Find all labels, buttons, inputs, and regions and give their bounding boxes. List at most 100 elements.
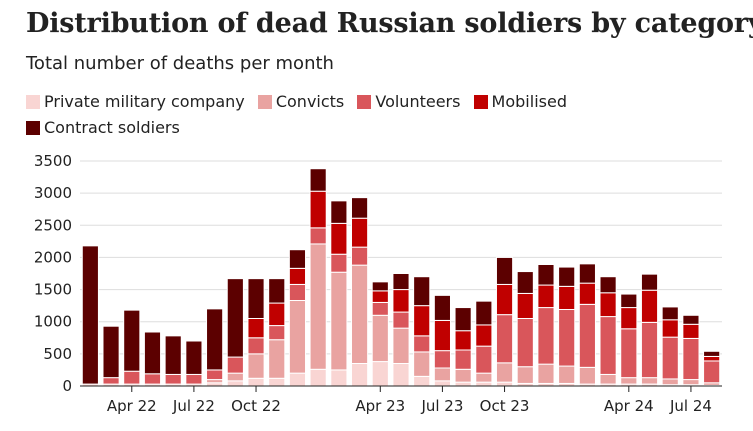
- legend: Private military company Convicts Volunt…: [26, 90, 726, 142]
- bar-segment: [558, 309, 576, 367]
- bar-segment: [413, 305, 431, 337]
- bar-segment: [413, 351, 431, 377]
- bar-segment: [454, 330, 472, 351]
- legend-item-convicts: Convicts: [257, 90, 344, 114]
- y-tick-label: 3500: [34, 152, 72, 170]
- bar-segment: [123, 309, 141, 372]
- bar-segment: [433, 350, 451, 369]
- bar-segment: [288, 372, 307, 387]
- bar-segment: [247, 337, 265, 355]
- bar-segment: [433, 294, 451, 321]
- bar-segment: [661, 306, 679, 321]
- bar-segment: [371, 314, 389, 363]
- bar-segment: [392, 311, 410, 329]
- bar-segment: [620, 293, 638, 309]
- bar-segment: [309, 243, 327, 370]
- bar-segment: [268, 377, 286, 387]
- bar-segment: [309, 190, 327, 229]
- bar-segment: [640, 321, 659, 379]
- bar-segment: [351, 363, 369, 387]
- bar-segment: [143, 331, 162, 375]
- bar-segment: [247, 318, 265, 339]
- legend-swatch: [357, 95, 372, 109]
- bar-segment: [537, 284, 555, 309]
- bar-segment: [620, 307, 638, 330]
- x-tick-label: Jul 24: [669, 397, 712, 415]
- legend-label: Mobilised: [491, 92, 567, 111]
- bar-segment: [268, 325, 286, 341]
- bar-segment: [371, 290, 389, 303]
- bar-segment: [620, 377, 638, 385]
- bar-segment: [537, 307, 555, 365]
- bar-segment: [247, 278, 265, 320]
- bar-segment: [682, 337, 700, 381]
- chart-subtitle: Total number of deaths per month: [26, 53, 334, 74]
- bar-segment: [371, 301, 389, 316]
- bar-segment: [226, 356, 244, 374]
- bar-segment: [288, 283, 307, 301]
- bar-segment: [81, 245, 99, 385]
- x-tick-label: Oct 23: [480, 397, 530, 415]
- bar-segment: [475, 345, 493, 374]
- bar-segment: [454, 368, 472, 383]
- bar-segment: [371, 361, 389, 387]
- bar-segment: [226, 372, 244, 382]
- bar-segment: [495, 283, 514, 316]
- legend-label: Contract soldiers: [44, 118, 180, 137]
- bar-segment: [206, 369, 224, 381]
- bar-segment: [578, 263, 596, 284]
- bar-segment: [351, 197, 369, 219]
- legend-item-contract-soldiers: Contract soldiers: [26, 116, 180, 140]
- bar-segment: [247, 353, 265, 379]
- bar-segment: [288, 300, 307, 374]
- bar-segment: [288, 249, 307, 269]
- bar-segment: [433, 319, 451, 352]
- bar-segment: [475, 381, 493, 387]
- bar-segment: [164, 373, 182, 385]
- bar-segment: [537, 363, 555, 384]
- bar-segment: [392, 273, 410, 291]
- bar-segment: [558, 285, 576, 310]
- bar-segment: [578, 282, 596, 305]
- bar-segment: [682, 314, 700, 325]
- bar-segment: [661, 378, 679, 386]
- legend-swatch: [257, 95, 272, 109]
- y-tick-label: 2500: [34, 216, 72, 234]
- bar-segment: [351, 217, 369, 248]
- y-tick-label: 2000: [34, 248, 72, 266]
- bar-segment: [351, 264, 369, 365]
- bar-segment: [371, 281, 389, 292]
- x-tick-label: Apr 24: [604, 397, 654, 415]
- bar-segment: [351, 246, 369, 266]
- bar-segment: [599, 292, 617, 318]
- bar-segment: [516, 271, 534, 294]
- legend-swatch: [26, 121, 40, 135]
- y-tick-label: 500: [43, 345, 72, 363]
- bar-segment: [475, 324, 493, 347]
- bar-segment: [578, 303, 596, 368]
- bar-segment: [413, 276, 431, 307]
- bar-segment: [185, 340, 203, 375]
- legend-item-volunteers: Volunteers: [357, 90, 460, 114]
- bar-segment: [268, 278, 286, 304]
- bar-segment: [640, 273, 659, 291]
- bar-segment: [599, 373, 617, 385]
- bar-segment: [599, 316, 617, 375]
- x-tick-label: Apr 22: [107, 397, 157, 415]
- bar-segment: [330, 222, 348, 255]
- bar-segment: [268, 302, 286, 327]
- legend-swatch: [473, 95, 488, 109]
- x-tick-label: Apr 23: [355, 397, 405, 415]
- legend-swatch: [26, 95, 40, 109]
- bar-segment: [703, 360, 721, 384]
- bar-segment: [537, 264, 555, 286]
- bar-segment: [516, 366, 534, 384]
- bar-segment: [703, 350, 721, 357]
- bar-segment: [495, 314, 514, 364]
- bar-segment: [226, 380, 244, 387]
- bar-segment: [392, 327, 410, 365]
- bar-segment: [309, 168, 327, 192]
- bar-segment: [475, 372, 493, 383]
- bar-segment: [682, 323, 700, 339]
